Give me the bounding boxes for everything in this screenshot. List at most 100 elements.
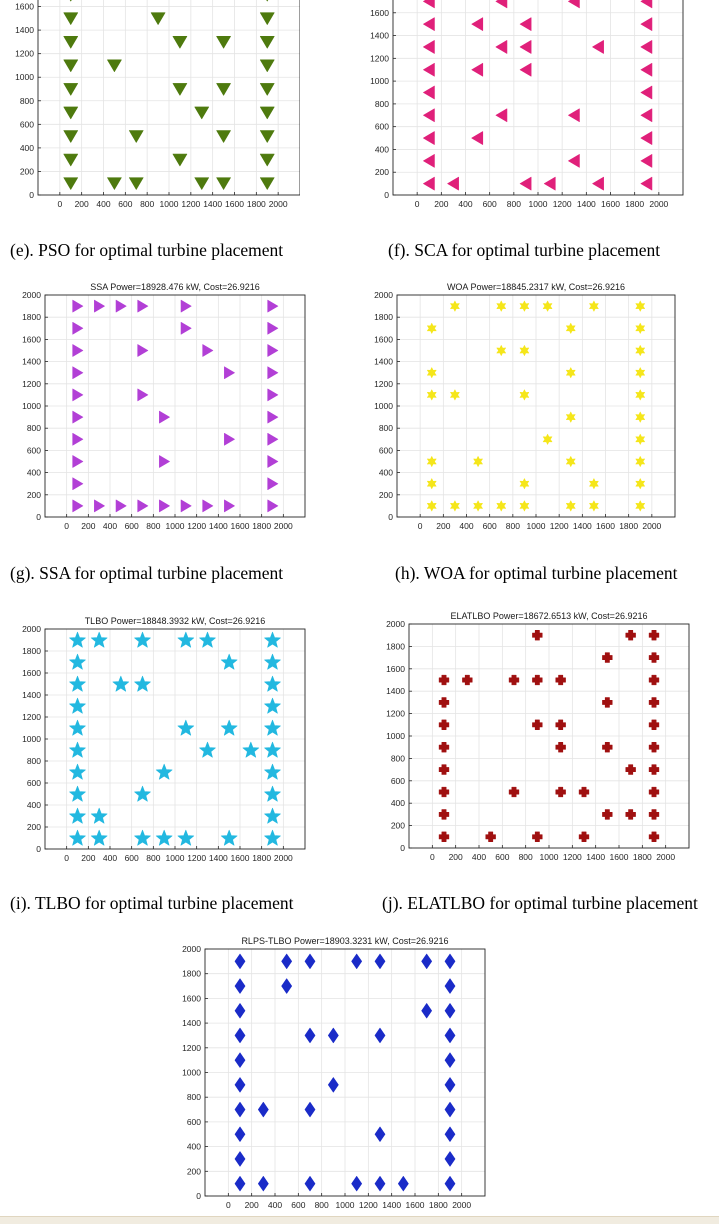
turbine-marker: [202, 499, 214, 513]
turbine-marker: [495, 108, 508, 123]
turbine-marker: [473, 456, 483, 467]
turbine-marker: [199, 741, 216, 758]
x-tick-label: 400: [459, 521, 473, 531]
turbine-marker: [72, 344, 84, 357]
turbine-marker: [640, 108, 653, 123]
turbine-marker: [63, 106, 79, 120]
turbine-marker: [159, 410, 170, 424]
turbine-marker: [555, 742, 566, 753]
y-tick-label: 1200: [15, 49, 34, 59]
turbine-marker: [640, 131, 653, 145]
turbine-marker: [177, 719, 195, 736]
turbine-marker: [72, 322, 84, 335]
turbine-marker: [438, 697, 450, 708]
turbine-marker: [259, 59, 275, 73]
turbine-marker: [625, 630, 636, 641]
turbine-marker: [485, 831, 496, 842]
y-tick-label: 1800: [374, 312, 393, 322]
turbine-marker: [635, 389, 645, 401]
x-tick-label: 1000: [166, 853, 185, 863]
turbine-marker: [216, 130, 231, 143]
turbine-marker: [519, 40, 532, 54]
turbine-marker: [72, 366, 84, 379]
turbine-marker: [444, 1176, 456, 1192]
turbine-marker: [264, 653, 281, 670]
turbine-marker: [640, 85, 653, 100]
turbine-marker: [648, 764, 660, 775]
turbine-marker: [555, 786, 566, 798]
turbine-marker: [648, 742, 660, 753]
turbine-marker: [259, 177, 275, 190]
x-tick-label: 1600: [601, 199, 620, 209]
y-tick-label: 800: [379, 423, 393, 433]
turbine-marker: [519, 300, 530, 312]
turbine-marker: [462, 674, 473, 686]
y-tick-label: 400: [187, 1142, 201, 1152]
turbine-marker: [267, 410, 279, 424]
turbine-marker: [90, 807, 108, 824]
turbine-marker: [264, 763, 281, 780]
turbine-marker: [438, 742, 450, 753]
y-tick-label: 2000: [22, 290, 41, 300]
turbine-marker: [427, 322, 437, 334]
turbine-marker: [640, 154, 653, 168]
chart-rlps-tlbo: 0 200 400 600 800 1000 1200 1400 1600 1800 2000 0 20…: [182, 936, 486, 1210]
turbine-marker: [648, 831, 660, 842]
y-tick-label: 400: [375, 144, 389, 154]
turbine-marker: [578, 831, 590, 842]
y-tick-label: 200: [379, 490, 393, 500]
turbine-marker: [137, 499, 149, 513]
turbine-marker: [115, 299, 127, 313]
turbine-marker: [266, 0, 269, 2]
turbine-marker: [155, 763, 173, 780]
turbine-marker: [495, 40, 508, 54]
y-tick-label: 2000: [374, 290, 393, 300]
turbine-marker: [72, 433, 84, 446]
y-tick-label: 800: [375, 99, 389, 109]
x-tick-label: 1400: [209, 853, 228, 863]
x-tick-label: 600: [125, 521, 139, 531]
y-tick-label: 1000: [15, 72, 34, 82]
turbine-marker: [471, 17, 484, 31]
x-tick-label: 400: [472, 852, 486, 862]
x-tick-label: 800: [315, 1200, 329, 1210]
turbine-marker: [602, 697, 613, 708]
x-tick-label: 800: [146, 521, 160, 531]
x-tick-label: 1000: [336, 1200, 355, 1210]
turbine-marker: [159, 455, 170, 468]
turbine-marker: [648, 809, 660, 820]
x-tick-label: 1000: [160, 199, 179, 209]
turbine-marker: [427, 367, 437, 379]
y-tick-label: 400: [27, 800, 41, 810]
turbine-marker: [69, 631, 86, 648]
x-tick-label: 1200: [187, 521, 206, 531]
turbine-marker: [72, 477, 84, 490]
turbine-marker: [648, 630, 660, 641]
page-bottom-strip: [0, 1216, 719, 1224]
turbine-marker: [423, 108, 435, 123]
turbine-marker: [234, 1052, 246, 1068]
y-tick-label: 600: [187, 1117, 201, 1127]
x-tick-label: 600: [483, 199, 497, 209]
turbine-marker: [625, 764, 636, 775]
turbine-marker: [177, 829, 195, 846]
turbine-marker: [374, 1176, 386, 1192]
y-tick-label: 1200: [182, 1043, 201, 1053]
x-tick-label: 400: [268, 1200, 282, 1210]
x-tick-label: 0: [226, 1200, 231, 1210]
x-tick-label: 800: [507, 199, 521, 209]
turbine-marker: [304, 1101, 316, 1118]
x-tick-label: 800: [146, 853, 160, 863]
turbine-marker: [137, 388, 149, 402]
turbine-marker: [234, 978, 246, 994]
chart-title: WOA Power=18845.2317 kW, Cost=26.9216: [447, 282, 625, 292]
turbine-marker: [444, 1126, 456, 1142]
turbine-marker: [635, 478, 645, 490]
turbine-marker: [519, 389, 530, 401]
turbine-marker: [635, 500, 645, 512]
gridlines: [397, 294, 675, 518]
x-tick-label: 200: [245, 1200, 259, 1210]
y-tick-label: 1800: [22, 312, 41, 322]
turbine-marker: [542, 300, 553, 312]
turbine-marker: [264, 829, 281, 846]
